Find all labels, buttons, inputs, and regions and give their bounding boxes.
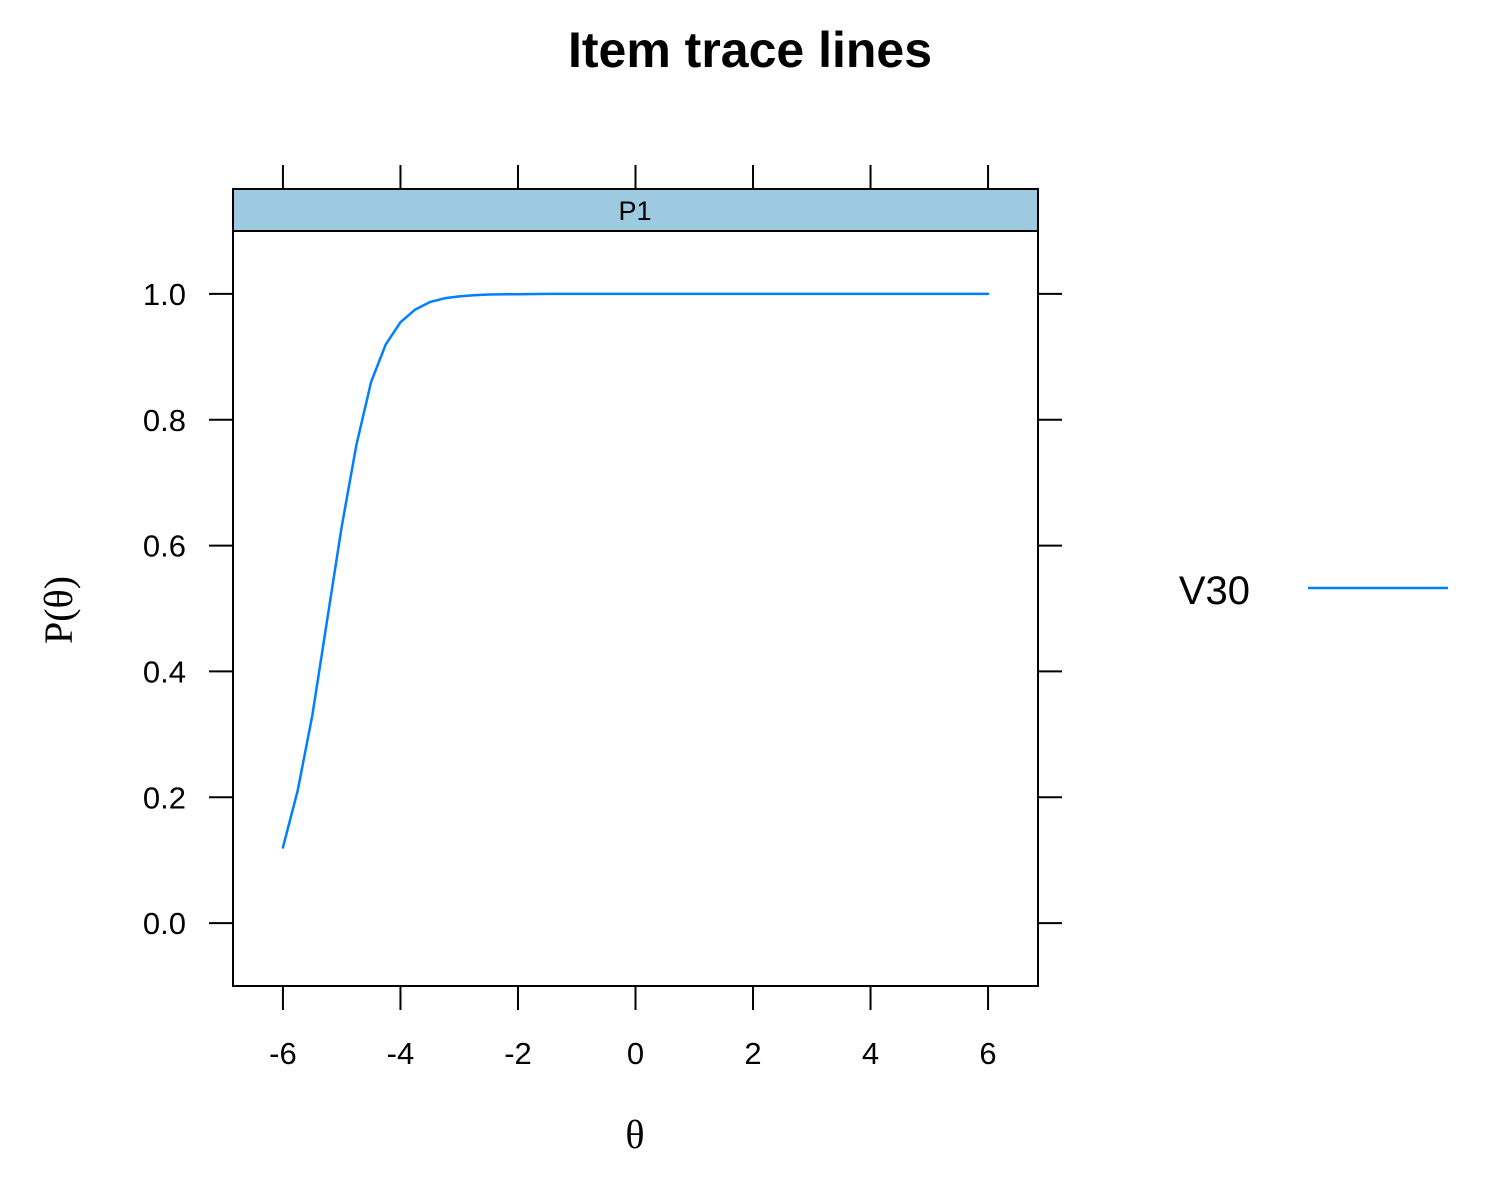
y-tick-label: 0.2 [143,780,186,815]
y-tick-label: 0.4 [143,654,186,689]
y-axis: 0.0 0.2 0.4 0.6 0.8 1.0 [143,277,1062,941]
y-tick-label: 0.0 [143,906,186,941]
plot-area [232,230,1039,987]
x-tick-label: -4 [387,1036,415,1071]
x-tick-label: 2 [744,1036,761,1071]
y-axis-label: P(θ) [36,576,81,644]
panel-strip-background [232,188,1039,232]
panel-strip: P1 [232,188,1039,232]
x-tick-label: -6 [269,1036,297,1071]
series-line-v30 [281,292,990,849]
panel-strip-label: P1 [618,196,651,226]
x-tick-label: 6 [979,1036,996,1071]
x-tick-label: 0 [627,1036,644,1071]
y-tick-label: 0.8 [143,403,186,438]
y-tick-label: 0.6 [143,529,186,564]
x-axis: -6 -4 -2 0 2 4 6 [269,165,997,1071]
legend-label-v30: V30 [1179,569,1250,613]
legend: V30 [1179,569,1448,613]
chart-title: Item trace lines [568,22,932,78]
y-tick-label: 1.0 [143,277,186,312]
series-layer [281,292,990,849]
x-tick-label: -2 [504,1036,532,1071]
x-axis-label: θ [625,1112,644,1157]
x-tick-label: 4 [862,1036,879,1071]
